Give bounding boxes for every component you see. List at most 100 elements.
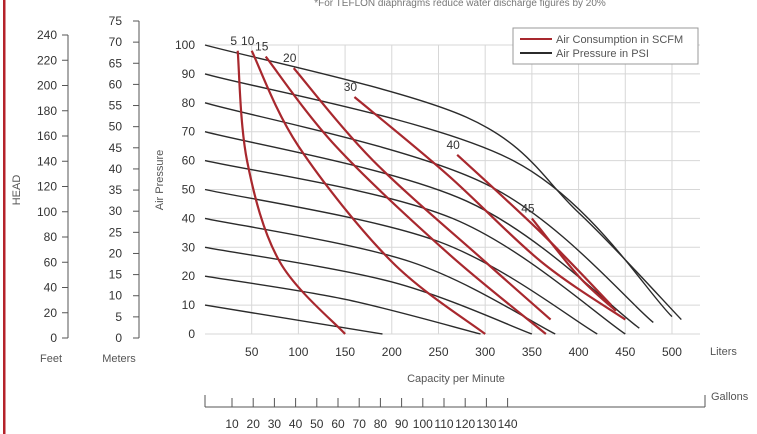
x-axis-label: Capacity per Minute [407,373,505,385]
consumption-label-40: 40 [446,138,460,152]
meters-tick-label: 10 [109,289,123,303]
liters-tick-label: 450 [615,345,635,359]
gallons-tick-label: 10 [225,417,239,431]
consumption-line-5-scfm [236,50,346,335]
meters-tick-label: 60 [109,77,123,91]
feet-tick-label: 0 [50,331,57,345]
meters-tick-label: 65 [109,56,123,70]
consumption-line-40-scfm [456,154,613,306]
feet-tick-label: 200 [37,79,57,93]
psi-tick-label: 0 [188,327,195,341]
psi-tick-label: 10 [182,298,196,312]
feet-tick-label: 220 [37,53,57,67]
meters-tick-label: 40 [109,162,123,176]
gallons-tick-label: 120 [455,417,475,431]
psi-tick-label: 70 [182,125,196,139]
liters-tick-label: 400 [569,345,589,359]
consumption-label-10: 10 [241,34,255,48]
pressure-line-20-psi [204,275,481,335]
consumption-label-20: 20 [283,51,297,65]
consumption-label-15: 15 [255,40,269,54]
meters-tick-label: 30 [109,204,123,218]
legend-consumption-label: Air Consumption in SCFM [556,34,683,46]
feet-tick-label: 100 [37,205,57,219]
feet-tick-label: 80 [44,230,58,244]
gallons-tick-label: 40 [289,417,303,431]
meters-tick-label: 5 [115,310,122,324]
pressure-line-30-psi [204,246,533,335]
feet-tick-label: 140 [37,154,57,168]
gallons-tick-label: 80 [374,417,388,431]
gallons-unit-label: Gallons [711,391,749,403]
series-lines: 5 10 15 20 30 40 45 [204,34,682,335]
gallons-tick-label: 70 [353,417,367,431]
gallons-tick-label: 110 [434,417,453,431]
meters-tick-label: 45 [109,141,123,155]
meters-tick-label: 0 [115,331,122,345]
consumption-line-20-scfm [292,67,552,321]
consumption-line-15-scfm [264,55,547,335]
psi-tick-label: 20 [182,269,196,283]
gallons-tick-label: 50 [310,417,324,431]
psi-tick-label: 90 [182,67,196,81]
psi-tick-label: 40 [182,211,196,225]
consumption-label-5: 5 [230,34,237,48]
psi-tick-label: 30 [182,240,196,254]
y-axis-label: Air Pressure [154,150,166,211]
feet-tick-label: 20 [44,306,58,320]
meters-tick-label: 20 [109,246,123,260]
feet-tick-label: 120 [37,180,57,194]
gallons-tick-label: 60 [331,417,345,431]
liters-tick-label: 500 [662,345,682,359]
pressure-line-70-psi [204,131,640,329]
liters-tick-label: 150 [335,345,355,359]
psi-tick-label: 100 [175,38,195,52]
gallons-tick-label: 140 [498,417,518,431]
meters-tick-label: 70 [109,35,123,49]
gallons-tick-label: 20 [247,417,261,431]
pressure-line-90-psi [204,73,673,318]
consumption-line-10-scfm [250,50,486,335]
pressure-line-80-psi [204,102,654,323]
chart-note: *For TEFLON diaphragms reduce water disc… [314,0,606,9]
meters-tick-label: 55 [109,99,123,113]
feet-unit-label: Feet [40,353,62,365]
meters-tick-label: 15 [109,268,123,282]
liters-tick-label: 350 [522,345,542,359]
meters-tick-label: 35 [109,183,123,197]
consumption-label-45: 45 [521,201,535,215]
liters-tick-label: 100 [288,345,308,359]
pressure-line-100-psi [204,44,682,321]
legend: Air Consumption in SCFM Air Pressure in … [512,27,699,65]
accent-border [3,0,6,434]
psi-tick-label: 60 [182,154,196,168]
feet-tick-label: 160 [37,129,57,143]
psi-tick-label: 80 [182,96,196,110]
legend-pressure-label: Air Pressure in PSI [556,48,649,60]
pressure-line-10-psi [204,304,383,335]
pressure-line-50-psi [204,188,598,335]
liters-tick-label: 50 [245,345,259,359]
gallons-tick-label: 30 [268,417,282,431]
meters-tick-label: 25 [109,225,123,239]
liters-unit-label: Liters [710,346,737,358]
meters-tick-label: 50 [109,120,123,134]
consumption-line-45-scfm [531,217,617,312]
psi-tick-label: 50 [182,183,196,197]
consumption-line-30-scfm [353,96,626,321]
feet-tick-label: 240 [37,28,57,42]
head-label: HEAD [11,175,23,206]
meters-unit-label: Meters [102,353,136,365]
gallons-tick-label: 130 [476,417,496,431]
feet-tick-label: 60 [44,255,58,269]
gallons-tick-label: 90 [395,417,409,431]
grid [205,44,700,335]
consumption-label-30: 30 [344,80,358,94]
liters-tick-label: 300 [475,345,495,359]
pressure-line-60-psi [204,159,626,335]
axis-labels: HEAD Air Pressure Capacity per Minute Li… [11,150,749,403]
gallons-tick-label: 100 [413,417,433,431]
feet-tick-label: 180 [37,104,57,118]
